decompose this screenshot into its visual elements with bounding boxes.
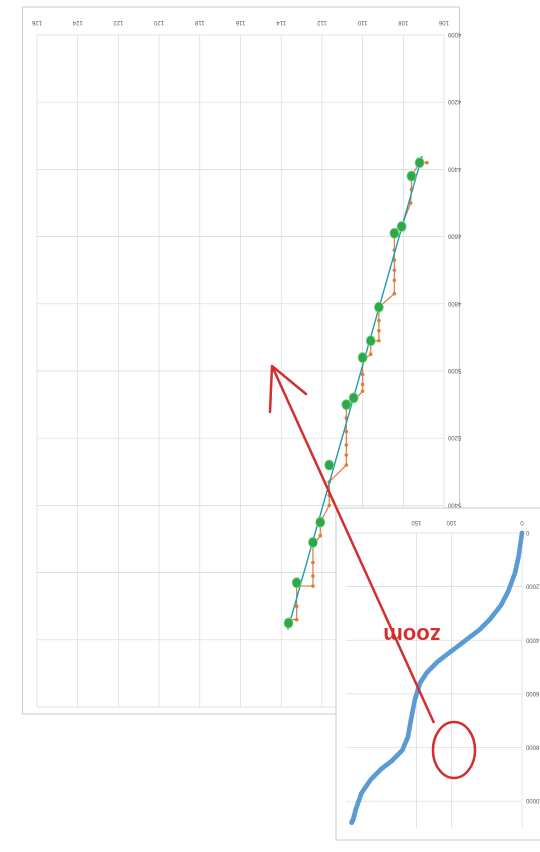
inset-series — [349, 530, 525, 826]
step-series-point — [392, 278, 397, 283]
highlighted-point — [373, 301, 384, 313]
main-x-tick-label: 108 — [398, 19, 409, 25]
main-y-tick-label: 5400 — [447, 501, 461, 507]
step-series-point — [311, 584, 315, 588]
step-series-point — [360, 389, 365, 393]
step-series-point — [377, 328, 381, 333]
step-series-point — [392, 291, 397, 296]
inset-y-tick-label: 2000 — [525, 583, 539, 589]
main-x-tick-label: 126 — [31, 19, 42, 25]
highlighted-point — [308, 536, 318, 548]
main-y-tick-label: 4800 — [447, 300, 461, 306]
highlighted-point — [414, 157, 425, 169]
main-x-tick-label: 118 — [194, 19, 204, 25]
highlighted-point — [365, 335, 376, 347]
step-series-point — [318, 533, 323, 538]
main-series — [283, 155, 429, 630]
inset-x-tick-label: 150 — [411, 519, 422, 525]
step-series-point — [408, 201, 413, 205]
highlighted-point — [324, 459, 335, 471]
step-series-point — [344, 463, 349, 467]
step-series-point — [294, 617, 299, 622]
step-series-point — [392, 268, 397, 272]
step-series-line — [288, 162, 427, 621]
main-x-tick-label: 106 — [438, 19, 449, 25]
step-series-point — [327, 503, 332, 508]
highlighted-point — [389, 227, 400, 239]
inset-tick-labels: 0 100 150 0 2000 4000 6000 8000 10000 — [411, 519, 540, 803]
main-x-tick-label: 120 — [153, 19, 164, 25]
inset-point — [349, 820, 355, 826]
highlighted-point — [291, 577, 302, 589]
inset-y-tick-label: 0 — [525, 529, 529, 535]
main-x-tick-label: 110 — [357, 19, 367, 25]
inset-x-tick-label: 0 — [520, 519, 524, 525]
inset-y-tick-label: 8000 — [525, 744, 539, 750]
zoom-ellipse — [431, 720, 477, 780]
zoom-label: zoom — [383, 623, 440, 648]
zoom-arrow-line — [270, 365, 436, 724]
highlighted-point — [357, 352, 368, 363]
main-gridlines — [36, 34, 445, 708]
step-series-point — [360, 382, 365, 387]
inset-chart: 0 100 150 0 2000 4000 6000 8000 10000 — [335, 507, 540, 841]
highlighted-point — [406, 170, 417, 182]
inset-y-tick-label: 6000 — [525, 690, 539, 696]
main-x-tick-label: 112 — [316, 19, 326, 25]
highlighted-point — [396, 221, 407, 232]
highlighted-point — [315, 516, 326, 528]
inset-y-tick-label: 4000 — [525, 636, 539, 642]
main-y-tick-label: 5200 — [447, 434, 461, 440]
main-x-tick-label: 122 — [113, 19, 124, 25]
step-series-point — [377, 318, 381, 323]
inset-y-tick-label: 10000 — [525, 797, 540, 803]
main-y-tick-label: 4400 — [447, 165, 461, 171]
step-series-point — [360, 372, 365, 377]
step-series-point — [344, 429, 349, 434]
zoom-annotation: zoom — [268, 364, 477, 780]
main-y-tick-label: 4600 — [447, 233, 461, 239]
step-series-point — [377, 338, 381, 343]
step-series-point — [311, 560, 315, 565]
step-series-point — [344, 443, 349, 447]
main-x-tick-label: 114 — [276, 19, 286, 25]
inset-x-tick-label: 100 — [446, 519, 457, 525]
highlighted-point — [348, 392, 359, 404]
step-series-point — [344, 453, 349, 457]
main-y-tick-label: 4200 — [447, 98, 461, 104]
step-series-point — [311, 574, 315, 578]
main-y-tick-label: 5000 — [447, 367, 461, 373]
step-series-point — [425, 160, 429, 165]
highlighted-point — [341, 399, 352, 411]
zoom-arrow-head — [268, 364, 308, 414]
inset-chart-frame — [335, 507, 540, 841]
main-y-tick-label: 4000 — [447, 31, 461, 37]
main-x-tick-label: 124 — [72, 19, 83, 25]
step-series-point — [368, 352, 373, 356]
highlighted-point — [283, 617, 294, 629]
main-x-tick-label: 116 — [235, 19, 245, 25]
step-series-point — [294, 604, 299, 608]
